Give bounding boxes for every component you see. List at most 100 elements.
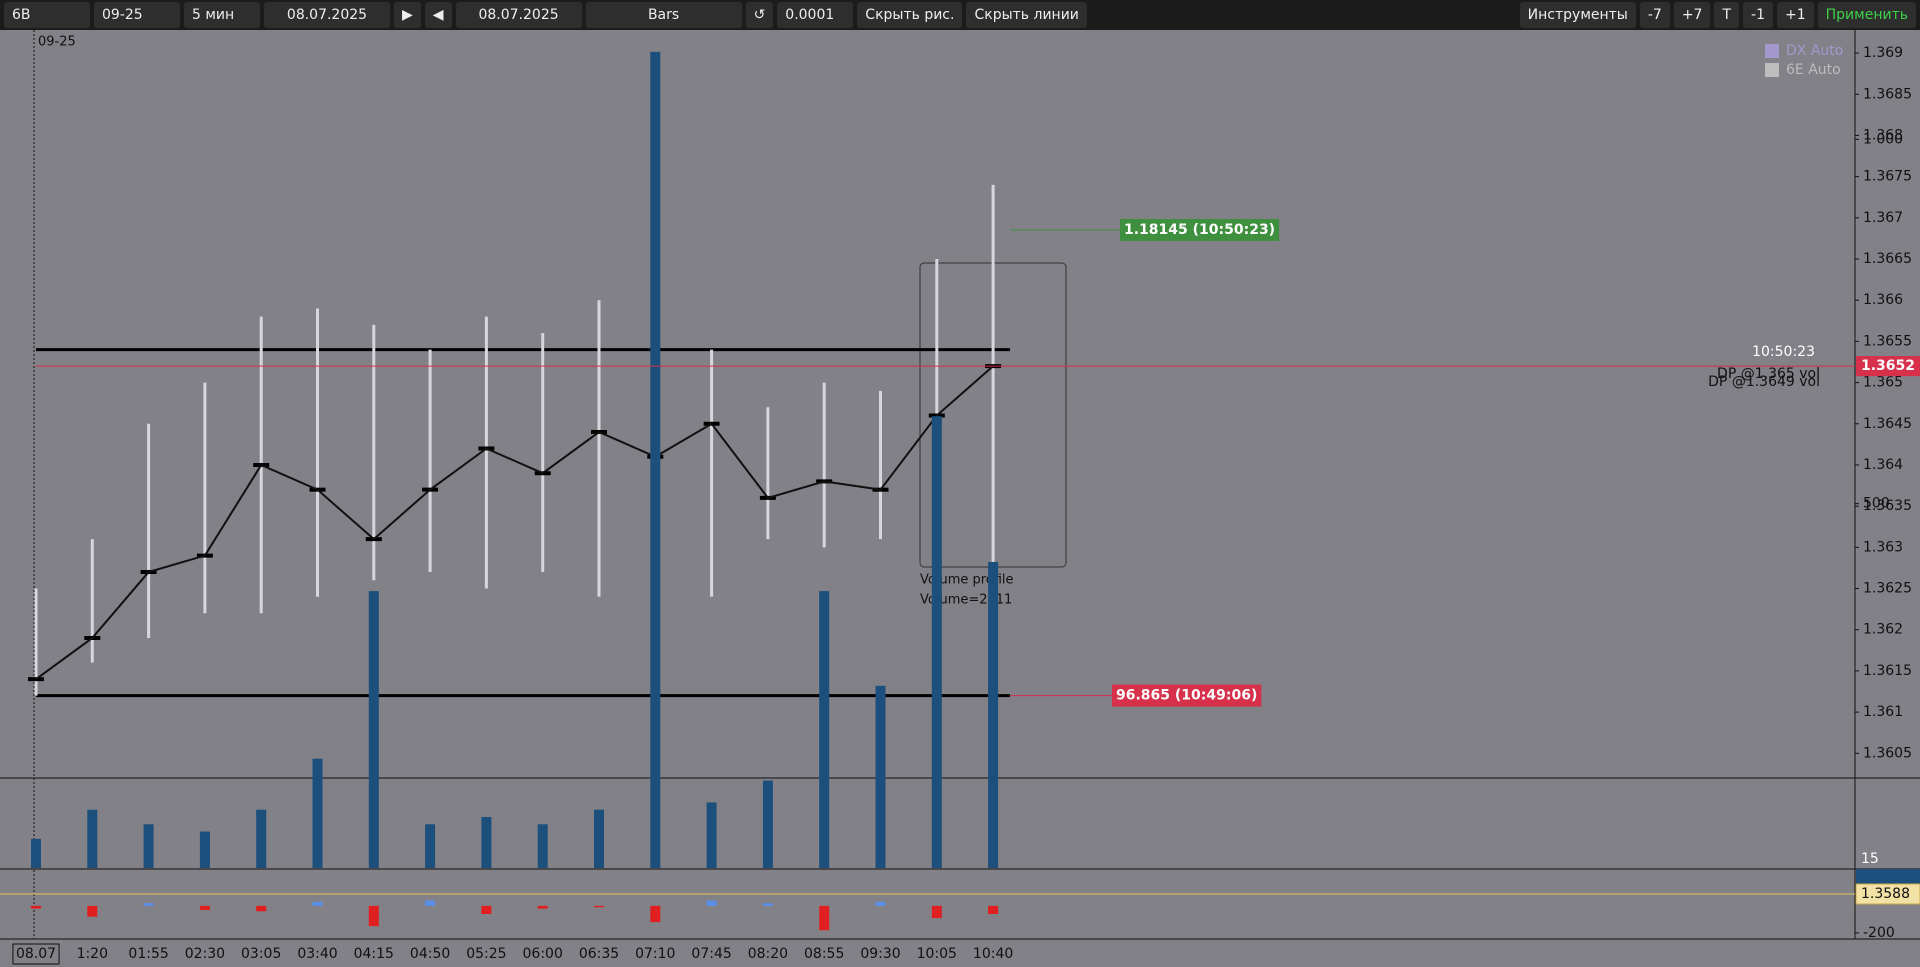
volume-bar bbox=[368, 591, 379, 868]
volume-bar bbox=[875, 685, 886, 868]
y-tick-label: 1.3615 bbox=[1863, 663, 1912, 679]
y-tick-label: 1.362 bbox=[1863, 622, 1903, 638]
volume-bar bbox=[931, 416, 942, 868]
volume-bar bbox=[650, 51, 661, 869]
y-tick-label: 1.361 bbox=[1863, 704, 1903, 720]
x-tick-label: 08:55 bbox=[804, 946, 844, 962]
delta-bar bbox=[368, 905, 379, 927]
step-button[interactable]: -7 bbox=[1639, 2, 1670, 28]
style-select[interactable]: Bars bbox=[585, 2, 742, 28]
contract-select[interactable]: 09-25 bbox=[94, 2, 180, 28]
x-tick-label: 08:20 bbox=[748, 946, 788, 962]
x-tick-label: 10:40 bbox=[973, 946, 1013, 962]
reset-button[interactable]: ↺ bbox=[745, 2, 774, 28]
timeframe-select[interactable]: 5 мин bbox=[184, 2, 260, 28]
y-tick-label: 1.369 bbox=[1863, 45, 1903, 61]
volume-bar bbox=[819, 591, 830, 868]
volume-bar bbox=[594, 809, 604, 868]
y-tick-label: 1.3635 bbox=[1863, 498, 1912, 514]
y-tick-label: 1 000 bbox=[1863, 131, 1903, 147]
delta-bar bbox=[87, 905, 98, 917]
contract-label: 09-25 bbox=[38, 35, 76, 50]
y-tick-label: 1.363 bbox=[1863, 539, 1903, 555]
delta-bar bbox=[650, 905, 661, 923]
date-to[interactable]: 08.07.2025 bbox=[455, 2, 582, 28]
symbol-search[interactable]: 6B bbox=[4, 2, 90, 28]
volume-bar bbox=[706, 802, 717, 868]
y-tick-label: 1.3655 bbox=[1863, 333, 1912, 349]
chart: 09-25 Volume profile Volume=2711 1.3691.… bbox=[0, 30, 1920, 967]
y-tick-label: 1.365 bbox=[1863, 375, 1903, 391]
y-tick-label: 1.368 bbox=[1863, 127, 1903, 143]
toolbar: 6B 09-25 5 мин 08.07.2025 ▶ ◀ 08.07.2025… bbox=[0, 0, 1920, 30]
y-tick-label: 1.3665 bbox=[1863, 251, 1912, 267]
y-tick-label: 1.367 bbox=[1863, 210, 1903, 226]
y-tick-label: 1.3625 bbox=[1863, 581, 1912, 597]
y-tick-label: 1.3605 bbox=[1863, 745, 1912, 761]
volume-bar bbox=[762, 780, 773, 868]
y-tick-label: 1.3645 bbox=[1863, 416, 1912, 432]
y-tick-label: 1.3675 bbox=[1863, 169, 1912, 185]
delta-bar bbox=[931, 905, 942, 919]
delta-bar bbox=[143, 903, 154, 906]
x-tick-label: 03:05 bbox=[241, 946, 281, 962]
delta-bar bbox=[594, 905, 604, 908]
hide-lines-button[interactable]: Скрыть линии bbox=[966, 2, 1087, 28]
step-button[interactable]: +1 bbox=[1777, 2, 1814, 28]
y-tick-label: 1.366 bbox=[1863, 292, 1903, 308]
legend-label: DX Auto bbox=[1786, 43, 1843, 59]
play-button[interactable]: ▶ bbox=[394, 2, 421, 28]
volume-bar bbox=[143, 824, 154, 868]
close-line bbox=[35, 365, 994, 680]
delta-bar bbox=[537, 905, 548, 909]
x-tick-label: 06:00 bbox=[523, 946, 563, 962]
annotation-box bbox=[1120, 219, 1280, 241]
y-tick-label: 500 bbox=[1863, 496, 1890, 512]
volume-bar bbox=[87, 809, 98, 868]
x-tick-label: 08.07 bbox=[16, 946, 56, 962]
x-tick-label: 05:25 bbox=[466, 946, 506, 962]
annotation-label: 1.18145 (10:50:23) bbox=[1124, 222, 1275, 238]
delta-bar bbox=[988, 905, 999, 914]
last-time: 10:50:23 bbox=[1752, 344, 1815, 360]
last-price-box bbox=[1856, 356, 1920, 377]
back-button[interactable]: ◀ bbox=[424, 2, 452, 28]
step-button[interactable]: -1 bbox=[1743, 2, 1773, 28]
y-tick-label: 1.3685 bbox=[1863, 86, 1912, 102]
chart-background bbox=[0, 30, 1920, 967]
delta-bar bbox=[875, 901, 886, 906]
volume-bar bbox=[31, 838, 41, 868]
delta-bar bbox=[425, 900, 436, 906]
dp-label: DP @1.365 vol bbox=[1717, 366, 1820, 382]
delta-label-box bbox=[1855, 883, 1920, 905]
annotation-label: 96.865 (10:49:06) bbox=[1116, 688, 1257, 704]
delta-bar bbox=[31, 905, 41, 909]
step-button[interactable]: +7 bbox=[1673, 2, 1711, 28]
legend-label: 6E Auto bbox=[1786, 62, 1841, 78]
volume-bar bbox=[537, 824, 548, 868]
x-tick-label: 03:40 bbox=[297, 946, 337, 962]
volume-bar bbox=[312, 758, 323, 868]
x-tick-label: 06:35 bbox=[579, 946, 619, 962]
apply-button[interactable]: Применить bbox=[1817, 2, 1916, 28]
tools-button[interactable]: Инструменты bbox=[1519, 2, 1636, 28]
delta-label: 1.3588 bbox=[1861, 886, 1910, 902]
date-from[interactable]: 08.07.2025 bbox=[264, 2, 390, 28]
x-tick-label: 04:50 bbox=[410, 946, 450, 962]
annotation-box bbox=[1112, 684, 1262, 707]
dp-label: DP @1.3649 vol bbox=[1708, 374, 1820, 390]
delta-bar bbox=[312, 901, 323, 906]
hide-drawings-button[interactable]: Скрыть рис. bbox=[857, 2, 963, 28]
delta-bar bbox=[481, 905, 492, 914]
legend-swatch bbox=[1765, 44, 1779, 58]
delta-bar bbox=[819, 905, 830, 931]
y-tick-label: 1.364 bbox=[1863, 457, 1903, 473]
tick-size[interactable]: 0.0001 bbox=[777, 2, 854, 28]
x-tick-label: 09:30 bbox=[860, 946, 900, 962]
volume-bar bbox=[256, 809, 267, 868]
step-button[interactable]: T bbox=[1714, 2, 1740, 28]
x-tick-label: 07:45 bbox=[691, 946, 731, 962]
legend-swatch bbox=[1765, 63, 1779, 77]
volume-label: 15 bbox=[1861, 851, 1879, 867]
